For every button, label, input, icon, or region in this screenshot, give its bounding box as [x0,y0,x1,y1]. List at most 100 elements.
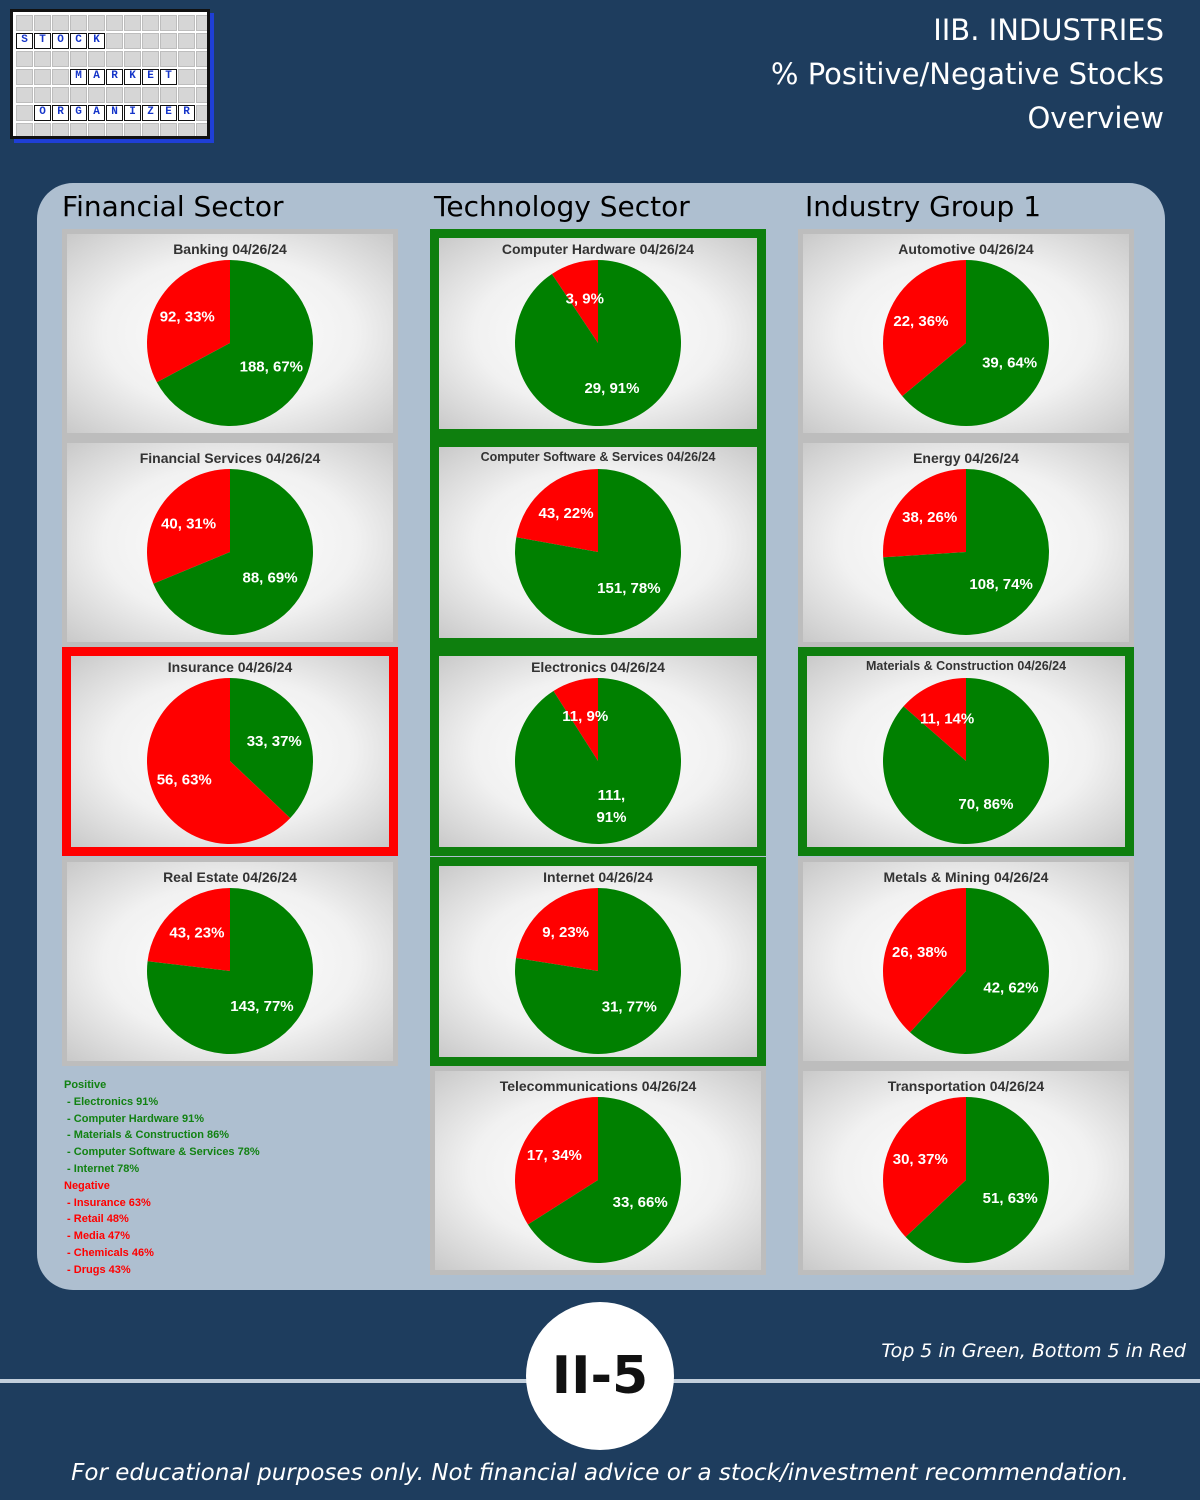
logo-letter: M [70,69,87,85]
pie-slice-positive [515,678,682,844]
header-line-3: Overview [1027,101,1164,135]
logo-letter: T [160,69,177,85]
pie-slice-positive [910,888,1049,1054]
pie-chart-svg: 9, 23% 31, 77% [514,888,681,1054]
logo-cell [88,123,105,136]
legend-item: - Insurance 63% [64,1196,151,1209]
pie-slice-positive [515,260,682,426]
logo-cell [16,15,33,31]
pie-chart-card: Banking 04/26/24 92, 33% 188, 67% [62,229,398,438]
pie-chart-svg: 43, 23% 143, 77% [147,888,314,1054]
pie-slice-negative [551,260,598,343]
legend-item: - Drugs 43% [64,1263,131,1276]
pie-slice-positive [527,1097,682,1263]
logo-cell [142,87,159,103]
pie-label-negative: 40, 31% [161,515,216,532]
pie-label-negative: 22, 36% [893,313,948,330]
pie-slice-negative [147,469,230,584]
logo-cell [196,33,207,49]
pie-slice-positive [514,469,681,635]
pie-chart-title: Metals & Mining 04/26/24 [883,869,1049,885]
pie-label-negative: 43, 23% [169,925,224,942]
logo-row [16,51,207,68]
logo-cell [178,33,195,49]
pie-label-negative: 9, 23% [542,924,589,941]
pie-chart-title: Real Estate 04/26/24 [163,869,297,885]
pie-slice-negative [516,469,598,552]
pie-label-positive: 91% [596,809,626,826]
legend-item: - Materials & Construction 86% [64,1129,230,1142]
logo-cell [34,69,51,85]
logo-letter: I [124,105,141,121]
logo-cell [160,33,177,49]
logo-cell [196,105,207,121]
pie-chart-title: Transportation 04/26/24 [887,1078,1045,1094]
pie-label-positive: 70, 86% [958,796,1013,813]
pie-chart-svg: 3, 9% 29, 91% [515,260,682,426]
pie-slice-positive [882,678,1049,844]
logo-row [16,15,207,32]
logo-cell [196,15,207,31]
legend-item: - Chemicals 46% [64,1246,154,1259]
pie-label-positive: 33, 66% [613,1194,668,1211]
logo-cell [52,69,69,85]
header-line-1: IIB. INDUSTRIES [933,13,1164,47]
page-number-badge: II-5 [526,1302,674,1450]
pie-chart-title: Financial Services 04/26/24 [139,450,321,466]
pie-chart-svg: 92, 33% 188, 67% [147,260,313,426]
legend-item: - Computer Software & Services 78% [64,1146,260,1159]
pie-chart-title: Internet 04/26/24 [543,869,653,885]
logo-cell [70,87,87,103]
pie-chart-title: Insurance 04/26/24 [167,659,293,675]
top-bottom-legend: Positive - Electronics 91% - Computer Ha… [64,1077,260,1279]
logo-cell [106,15,123,31]
pie-slice-positive [883,469,1049,635]
logo-cell [52,15,69,31]
pie-slice-positive [514,888,681,1054]
pie-label-negative: 38, 26% [902,509,957,526]
logo-cell [160,123,177,136]
logo-cell [88,51,105,67]
pie-slice-positive [153,469,314,635]
pie-slice-negative [515,1097,598,1225]
disclaimer-text: For educational purposes only. Not finan… [71,1460,1129,1486]
logo-letter: R [106,69,123,85]
logo-cell [196,87,207,103]
pie-chart-svg: 22, 36% 39, 64% [883,260,1050,426]
legend-item: - Retail 48% [64,1213,129,1226]
logo-cell [16,123,33,136]
logo-cell [196,69,207,85]
pie-slice-positive [902,260,1050,426]
logo-cell [88,15,105,31]
logo-letter: K [124,69,141,85]
pie-label-positive: 51, 63% [983,1190,1038,1207]
pie-slice-negative [903,678,966,761]
pie-chart-card: Metals & Mining 04/26/24 26, 38% 42, 62% [798,857,1134,1066]
pie-chart-card: Automotive 04/26/24 22, 36% 39, 64% [798,229,1134,438]
logo-cell [124,33,141,49]
pie-label-positive: 33, 37% [247,733,302,750]
logo-cell [160,87,177,103]
pie-slice-positive [156,260,313,426]
logo-cell [34,87,51,103]
logo-cell [142,15,159,31]
pie-label-positive: 108, 74% [969,576,1032,593]
pie-chart-title: Automotive 04/26/24 [898,241,1034,257]
logo-letter: A [88,69,105,85]
pie-slice-negative [883,1097,966,1237]
pie-chart-svg: 26, 38% 42, 62% [882,888,1049,1054]
pie-label-negative: 3, 9% [566,290,604,307]
pie-chart-card: Internet 04/26/24 9, 23% 31, 77% [430,857,766,1066]
pie-label-positive: 39, 64% [982,354,1037,371]
logo-cell [124,87,141,103]
pie-slice-positive [147,888,314,1054]
logo-cell [178,87,195,103]
pie-chart-card: Insurance 04/26/24 56, 63% 33, 37% [62,647,398,856]
pie-slice-negative [147,260,230,383]
pie-chart-svg: 30, 37% 51, 63% [883,1097,1050,1263]
pie-label-positive: 188, 67% [240,359,303,376]
pie-chart-svg: 11, 9% 111, 91% [515,678,682,844]
pie-chart-card: Telecommunications 04/26/24 17, 34% 33, 66… [430,1066,766,1275]
